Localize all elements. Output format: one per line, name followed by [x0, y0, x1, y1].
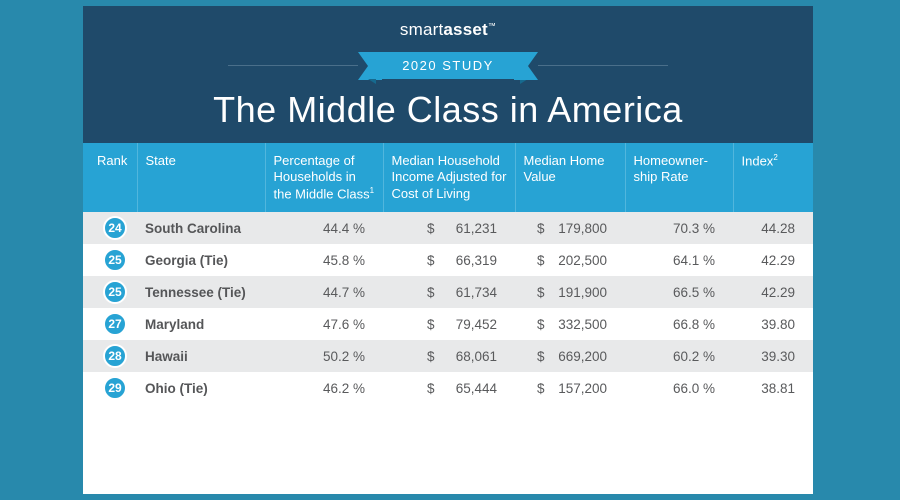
page-title: The Middle Class in America	[123, 89, 773, 131]
ownership-cell: 60.2 %	[625, 340, 733, 372]
home-value-cell: $332,500	[515, 308, 625, 340]
ownership-cell: 66.0 %	[625, 372, 733, 404]
brand-pre: smart	[400, 20, 444, 39]
rank-badge: 24	[103, 216, 127, 240]
rank-badge: 25	[103, 248, 127, 272]
study-ribbon: 2020 STUDY	[376, 52, 520, 79]
state-cell: Hawaii	[137, 340, 265, 372]
rank-badge: 29	[103, 376, 127, 400]
brand-post: asset	[443, 20, 487, 39]
infographic-frame: smartasset™ 2020 STUDY The Middle Class …	[83, 6, 813, 494]
pct-cell: 45.8 %	[265, 244, 383, 276]
brand-logo: smartasset™	[123, 20, 773, 40]
state-cell: Maryland	[137, 308, 265, 340]
home-value-cell: $157,200	[515, 372, 625, 404]
state-cell: Ohio (Tie)	[137, 372, 265, 404]
income-cell: $65,444	[383, 372, 515, 404]
ranking-table: Rank State Percentage of Households in t…	[83, 143, 813, 404]
rank-cell: 28	[83, 340, 137, 372]
pct-cell: 50.2 %	[265, 340, 383, 372]
pct-cell: 44.7 %	[265, 276, 383, 308]
col-index: Index2	[733, 143, 813, 212]
home-value-cell: $191,900	[515, 276, 625, 308]
col-rank: Rank	[83, 143, 137, 212]
ownership-cell: 64.1 %	[625, 244, 733, 276]
table-row: 25 Georgia (Tie)45.8 %$66,319$202,50064.1…	[83, 244, 813, 276]
income-cell: $79,452	[383, 308, 515, 340]
hero-banner: smartasset™ 2020 STUDY The Middle Class …	[83, 6, 813, 143]
col-pct-middle-class: Percentage of Households in the Middle C…	[265, 143, 383, 212]
rank-badge: 25	[103, 280, 127, 304]
divider-line	[228, 65, 358, 66]
rank-cell: 25	[83, 276, 137, 308]
index-cell: 42.29	[733, 276, 813, 308]
index-cell: 39.80	[733, 308, 813, 340]
col-median-income: Median Household Income Adjusted for Cos…	[383, 143, 515, 212]
rank-cell: 25	[83, 244, 137, 276]
col-state: State	[137, 143, 265, 212]
ownership-cell: 70.3 %	[625, 212, 733, 244]
pct-cell: 47.6 %	[265, 308, 383, 340]
income-cell: $66,319	[383, 244, 515, 276]
pct-cell: 44.4 %	[265, 212, 383, 244]
header-row: Rank State Percentage of Households in t…	[83, 143, 813, 212]
index-cell: 38.81	[733, 372, 813, 404]
index-cell: 42.29	[733, 244, 813, 276]
table-row: 24 South Carolina44.4 %$61,231$179,80070.…	[83, 212, 813, 244]
rank-cell: 29	[83, 372, 137, 404]
table-row: 27 Maryland47.6 %$79,452$332,50066.8 %39.…	[83, 308, 813, 340]
table-row: 28 Hawaii50.2 %$68,061$669,20060.2 %39.30	[83, 340, 813, 372]
state-cell: Georgia (Tie)	[137, 244, 265, 276]
table-row: 29 Ohio (Tie)46.2 %$65,444$157,20066.0 %3…	[83, 372, 813, 404]
index-cell: 39.30	[733, 340, 813, 372]
income-cell: $68,061	[383, 340, 515, 372]
ribbon-label: 2020 STUDY	[402, 58, 494, 73]
col-homeownership: Homeowner-ship Rate	[625, 143, 733, 212]
ribbon-row: 2020 STUDY	[123, 52, 773, 79]
state-cell: Tennessee (Tie)	[137, 276, 265, 308]
rank-badge: 28	[103, 344, 127, 368]
index-cell: 44.28	[733, 212, 813, 244]
divider-line	[538, 65, 668, 66]
ownership-cell: 66.8 %	[625, 308, 733, 340]
income-cell: $61,231	[383, 212, 515, 244]
home-value-cell: $202,500	[515, 244, 625, 276]
home-value-cell: $179,800	[515, 212, 625, 244]
pct-cell: 46.2 %	[265, 372, 383, 404]
state-cell: South Carolina	[137, 212, 265, 244]
rank-cell: 24	[83, 212, 137, 244]
col-median-home-value: Median Home Value	[515, 143, 625, 212]
ownership-cell: 66.5 %	[625, 276, 733, 308]
table-row: 25 Tennessee (Tie)44.7 %$61,734$191,90066…	[83, 276, 813, 308]
rank-badge: 27	[103, 312, 127, 336]
home-value-cell: $669,200	[515, 340, 625, 372]
income-cell: $61,734	[383, 276, 515, 308]
brand-tm: ™	[488, 21, 496, 30]
rank-cell: 27	[83, 308, 137, 340]
